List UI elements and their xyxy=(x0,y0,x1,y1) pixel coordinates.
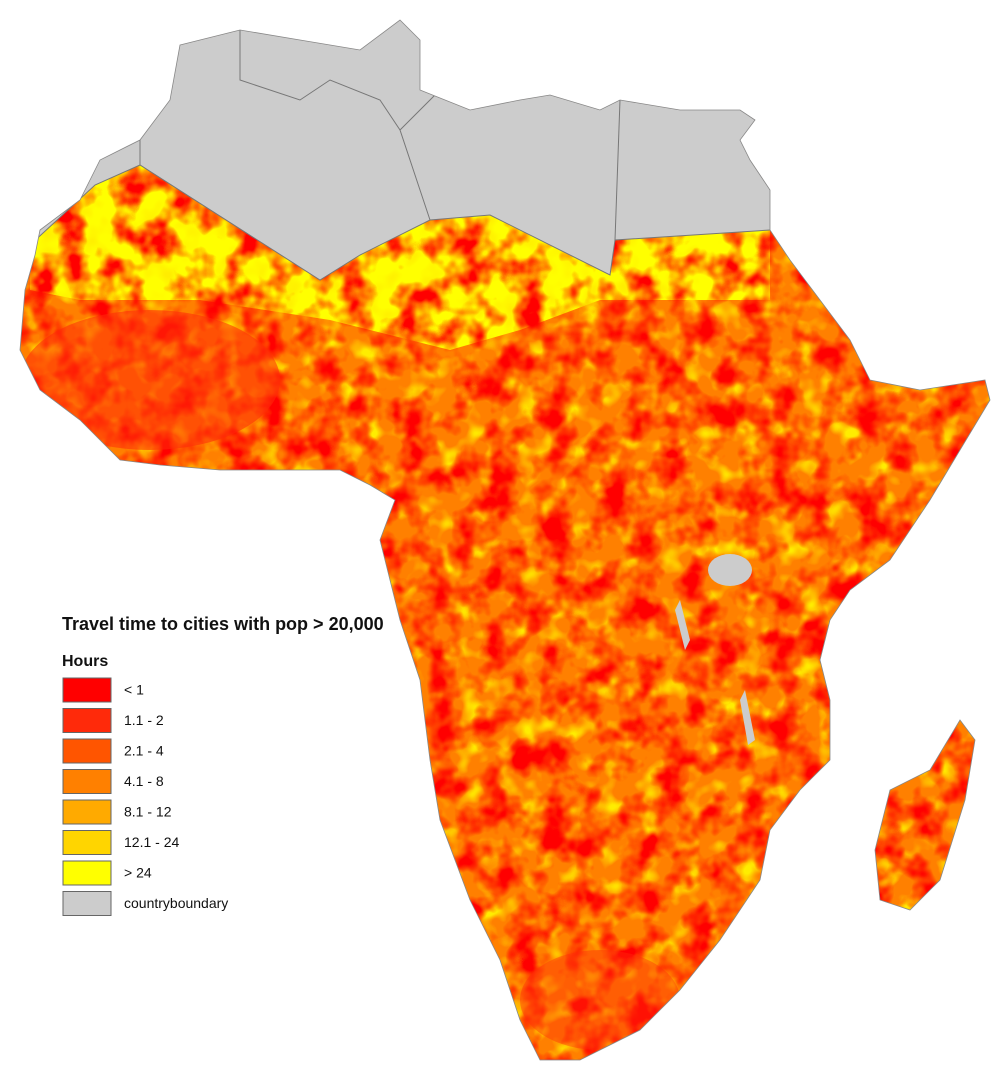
legend-swatch xyxy=(62,799,112,825)
legend-swatch xyxy=(62,830,112,855)
legend-label: < 1 xyxy=(124,682,144,698)
legend-label: 12.1 - 24 xyxy=(124,834,179,850)
legend-label: 8.1 - 12 xyxy=(124,804,172,820)
legend-swatch xyxy=(62,769,112,794)
legend-label: 4.1 - 8 xyxy=(124,773,164,789)
legend-label: 2.1 - 4 xyxy=(124,743,164,759)
country-borders xyxy=(79,30,621,241)
legend-swatch xyxy=(62,891,112,916)
legend-swatch xyxy=(62,677,112,703)
lake-victoria xyxy=(708,554,752,586)
legend-title: Travel time to cities with pop > 20,000 xyxy=(62,614,384,634)
legend-swatch xyxy=(62,860,112,886)
legend-subtitle: Hours xyxy=(62,653,108,670)
legend-label: 1.1 - 2 xyxy=(124,712,164,728)
legend: < 1 1.1 - 2 2.1 - 4 4.1 - 8 8.1 - 12 12.1 - 2… xyxy=(62,677,228,916)
legend-label: > 24 xyxy=(124,865,152,881)
south-core xyxy=(520,950,680,1050)
legend-swatch xyxy=(62,738,112,764)
legend-label: countryboundary xyxy=(124,895,228,911)
lakes xyxy=(675,600,755,745)
legend-swatch xyxy=(62,708,112,733)
west-africa-core xyxy=(20,310,280,450)
